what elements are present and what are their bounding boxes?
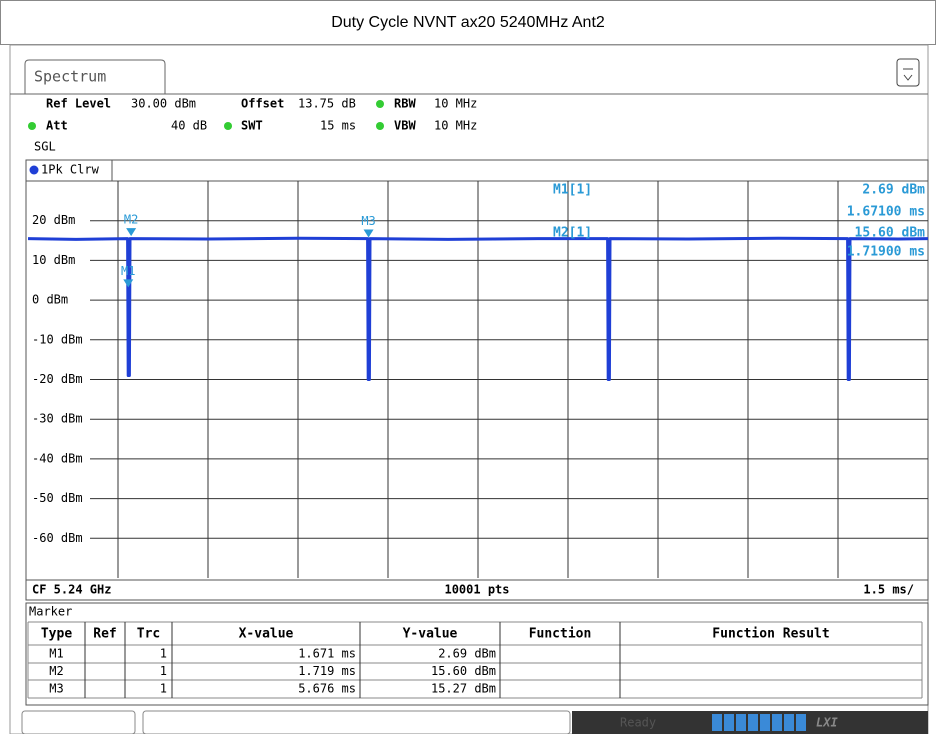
marker [363,229,374,238]
tab[interactable] [24,59,166,94]
menu-button[interactable] [896,58,920,87]
setting-label: RBW [394,97,416,111]
column-header: X-value [239,627,294,642]
column-header: Trc [137,627,160,642]
tab-label[interactable]: Spectrum [34,68,106,86]
cell: M3 [49,682,63,696]
status-state: Ready [620,716,656,730]
cell: M1 [49,647,63,661]
cell: 1 [160,664,167,678]
setting-label: Ref Level [46,97,111,111]
indicator [376,100,384,108]
progress-bar [712,714,806,731]
setting-label: Offset [241,97,284,111]
marker-readout: 2.69 dBm [862,183,925,198]
trace [27,236,929,381]
setting-value: 30.00 dBm [131,97,196,111]
y-tick-label: 10 dBm [32,253,75,267]
indicator [28,122,36,130]
setting-value: 10 MHz [434,97,477,111]
cell: M2 [49,664,63,678]
center-frequency: CF 5.24 GHz [32,583,111,597]
points: 10001 pts [444,583,509,597]
table-frame [25,602,929,706]
y-tick-label: 0 dBm [32,293,68,307]
cell: 1.719 ms [298,664,356,678]
marker-readout: 1.71900 ms [847,245,925,260]
marker-label: M1 [121,264,135,278]
trace-label: 1Pk Clrw [41,163,100,177]
setting-value: 40 dB [171,119,207,133]
y-tick-label: -50 dBm [32,491,83,505]
column-header: Type [41,627,72,642]
y-tick-label: -30 dBm [32,412,83,426]
marker [123,279,134,288]
marker-readout: M1[1] [553,183,592,198]
cell: 2.69 dBm [438,647,496,661]
y-tick-label: 20 dBm [32,213,75,227]
y-tick-label: -40 dBm [32,451,83,465]
status-box [21,710,136,734]
marker-readout: M2[1] [553,226,592,241]
menu-icon [903,68,913,81]
cell: 15.60 dBm [431,664,496,678]
setting-value: 10 MHz [434,119,477,133]
indicator [224,122,232,130]
column-header: Function [529,627,592,642]
marker-readout: 1.67100 ms [847,205,925,220]
status-box [142,710,571,734]
cell: 1.671 ms [298,647,356,661]
column-header: Y-value [403,627,458,642]
cell: 1 [160,682,167,696]
setting-label: SWT [241,119,263,133]
cell: 1 [160,647,167,661]
indicator [376,122,384,130]
setting-value: 15 ms [320,119,356,133]
column-header: Ref [93,627,116,642]
trace-indicator [29,165,39,175]
table-title: Marker [29,605,72,619]
title: Duty Cycle NVNT ax20 5240MHz Ant2 [331,14,605,31]
sweep-mode: SGL [34,140,56,154]
cell: 15.27 dBm [431,682,496,696]
setting-label: VBW [394,119,416,133]
marker [126,228,137,237]
marker-label: M3 [361,214,375,228]
marker-readout: 15.60 dBm [855,226,926,241]
logo: LXI [816,716,838,730]
y-tick-label: -10 dBm [32,332,83,346]
title-bar [0,0,936,45]
span-per-div: 1.5 ms/ [863,583,914,597]
marker-label: M2 [124,213,138,227]
column-header: Function Result [712,627,829,642]
y-tick-label: -20 dBm [32,372,83,386]
setting-label: Att [46,119,68,133]
setting-value: 13.75 dB [298,97,356,111]
y-tick-label: -60 dBm [32,531,83,545]
cell: 5.676 ms [298,682,356,696]
